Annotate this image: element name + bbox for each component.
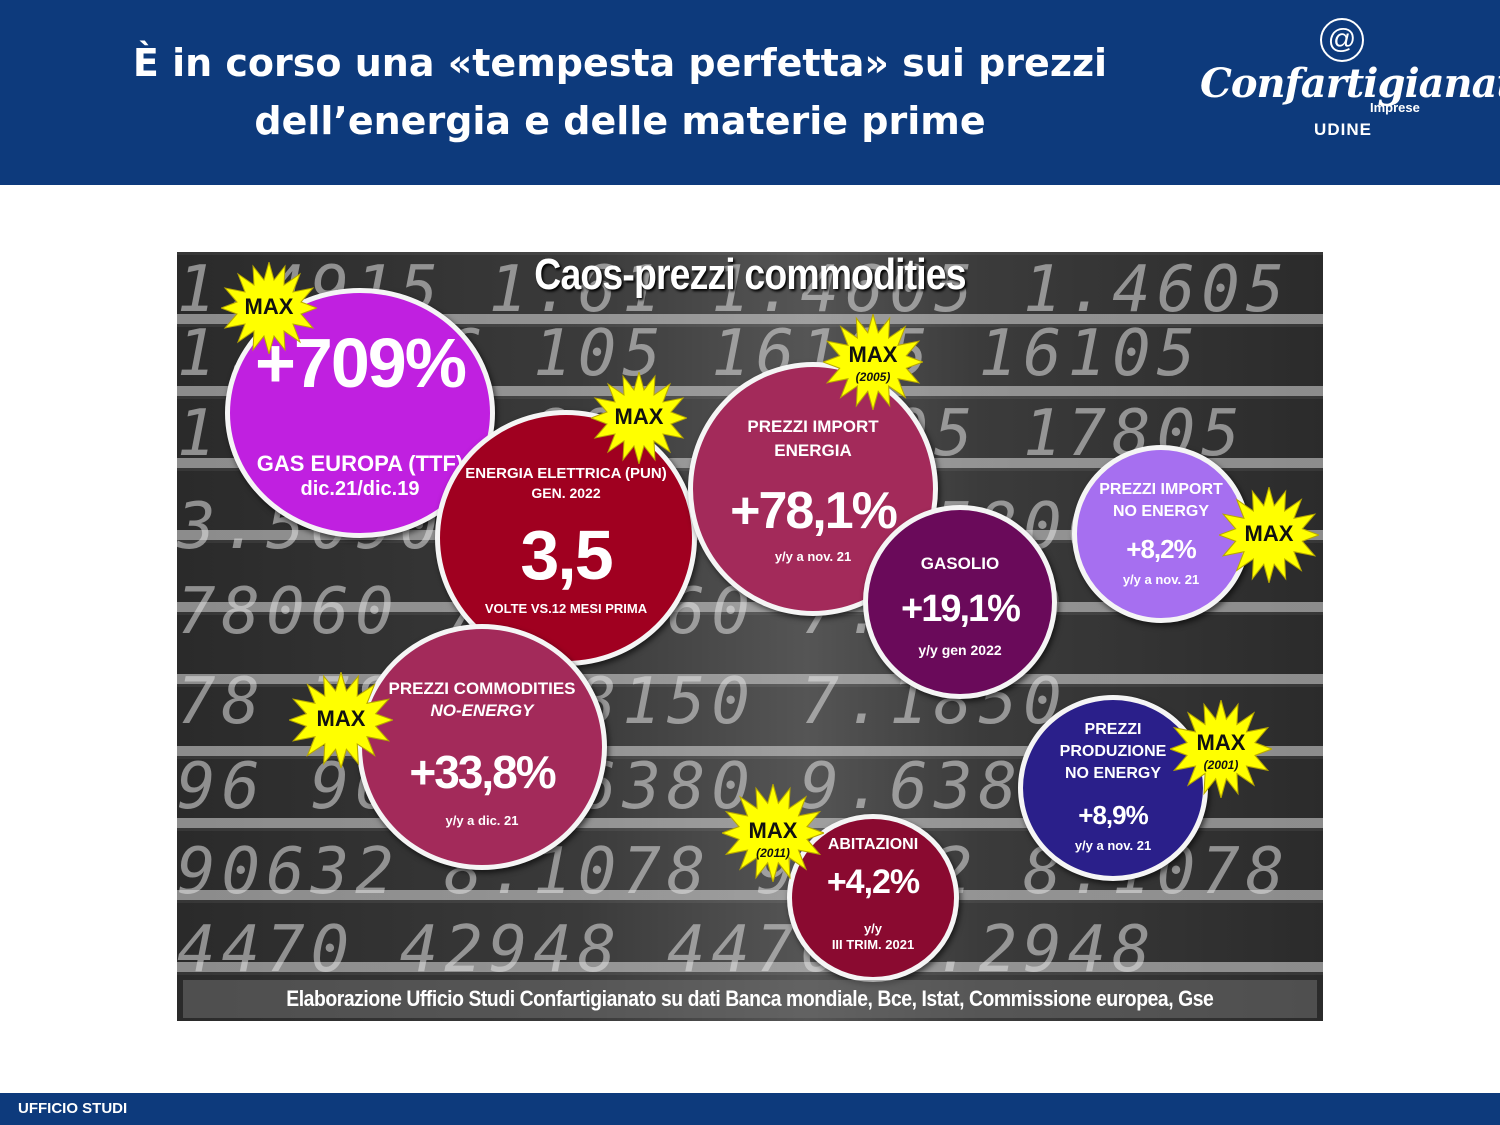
title-line-2: dell’energia e delle materie prime: [254, 99, 986, 143]
gasolio-label: GASOLIO: [920, 554, 1000, 573]
commodities-label-1: PREZZI COMMODITIES: [388, 679, 576, 698]
footer-label: UFFICIO STUDI: [18, 1100, 128, 1117]
max-label: MAX: [614, 404, 664, 429]
abitazioni-period-2: III TRIM. 2021: [831, 937, 915, 952]
max-star-abitazioni: MAX (2011): [722, 784, 824, 882]
max-star-import-energia: MAX (2005): [823, 314, 923, 410]
import-noenergy-label-1: PREZZI IMPORT: [1099, 481, 1223, 498]
source-credit-text: Elaborazione Ufficio Studi Confartigiana…: [286, 986, 1214, 1011]
max-year: (2011): [756, 846, 790, 860]
energia-period: GEN. 2022: [531, 485, 601, 501]
gas-label: GAS EUROPA (TTF): [256, 451, 464, 476]
bubble-produzione: PREZZI PRODUZIONE NO ENERGY +8,9% y/y a …: [1018, 695, 1208, 881]
page-title: È in corso una «tempesta perfetta» sui p…: [60, 34, 1180, 150]
max-star-gas: MAX: [221, 262, 317, 354]
bubble-abitazioni: ABITAZIONI +4,2% y/y III TRIM. 2021: [787, 814, 959, 982]
produzione-value: +8,9%: [1078, 800, 1148, 830]
logo-subtitle: Imprese: [1370, 100, 1420, 115]
max-star-produzione: MAX (2001): [1170, 700, 1272, 798]
logo-name: Confartigianato: [1200, 60, 1500, 107]
abitazioni-label: ABITAZIONI: [827, 836, 919, 853]
import-energia-value: +78,1%: [730, 482, 898, 540]
max-label: MAX: [1244, 521, 1294, 546]
bubble-gasolio: GASOLIO +19,1% y/y gen 2022: [863, 505, 1057, 699]
max-year: (2005): [855, 370, 891, 384]
panel-title: Caos-prezzi commodities: [534, 252, 966, 299]
abitazioni-value: +4,2%: [826, 863, 920, 901]
commodities-period: y/y a dic. 21: [445, 813, 519, 828]
max-label: MAX: [748, 818, 798, 843]
bubble-commodities: PREZZI COMMODITIES NO-ENERGY +33,8% y/y …: [357, 624, 607, 870]
import-noenergy-label-2: NO ENERGY: [1112, 503, 1209, 520]
abitazioni-period-1: y/y: [863, 921, 883, 936]
max-label: MAX: [1196, 730, 1246, 755]
max-label: MAX: [244, 294, 294, 319]
gasolio-period: y/y gen 2022: [918, 642, 1002, 658]
source-credit: Elaborazione Ufficio Studi Confartigiana…: [183, 980, 1317, 1018]
infographic-panel: 1.4915 1.61 1.4605 1.4605 1.6 1.6 105 16…: [177, 252, 1323, 1021]
max-star-energia: MAX: [591, 372, 687, 464]
import-energia-period: y/y a nov. 21: [774, 549, 852, 564]
bubble-energia-elettrica: ENERGIA ELETTRICA (PUN) GEN. 2022 3,5 VO…: [435, 410, 697, 666]
title-line-1: È in corso una «tempesta perfetta» sui p…: [132, 41, 1108, 85]
energia-value: 3,5: [520, 516, 613, 594]
gas-period: dic.21/dic.19: [300, 478, 420, 500]
confartigianato-logo: @ Confartigianato Imprese UDINE: [1200, 18, 1500, 148]
import-energia-label-2: ENERGIA: [774, 441, 852, 460]
energia-note: VOLTE VS.12 MESI PRIMA: [484, 601, 648, 616]
max-star-commodities: MAX: [289, 672, 393, 768]
produzione-label-2: PRODUZIONE: [1059, 743, 1167, 760]
header-bar: È in corso una «tempesta perfetta» sui p…: [0, 0, 1500, 185]
commodities-label-2: NO-ENERGY: [430, 701, 534, 720]
commodities-value: +33,8%: [409, 746, 556, 798]
produzione-period: y/y a nov. 21: [1074, 838, 1152, 853]
produzione-label-3: NO ENERGY: [1064, 765, 1161, 782]
max-year: (2001): [1203, 758, 1239, 772]
import-noenergy-value: +8,2%: [1126, 534, 1196, 564]
max-star-import-no-energy: MAX: [1219, 487, 1319, 583]
footer-bar: UFFICIO STUDI: [0, 1093, 1500, 1125]
gas-value: +709%: [255, 324, 467, 402]
background-digits: 96 9630 96380 9.6380: [177, 757, 1068, 817]
import-energia-label-1: PREZZI IMPORT: [747, 417, 879, 436]
energia-label: ENERGIA ELETTRICA (PUN): [465, 465, 667, 482]
produzione-label-1: PREZZI: [1084, 721, 1142, 738]
max-label: MAX: [316, 706, 366, 731]
background-digits: 4470 42948 4470 4.2948: [177, 920, 1157, 980]
at-sign-icon: @: [1320, 18, 1364, 62]
logo-city: UDINE: [1314, 120, 1372, 139]
gasolio-value: +19,1%: [901, 588, 1021, 630]
import-noenergy-period: y/y a nov. 21: [1122, 572, 1200, 587]
max-label: MAX: [848, 342, 898, 367]
